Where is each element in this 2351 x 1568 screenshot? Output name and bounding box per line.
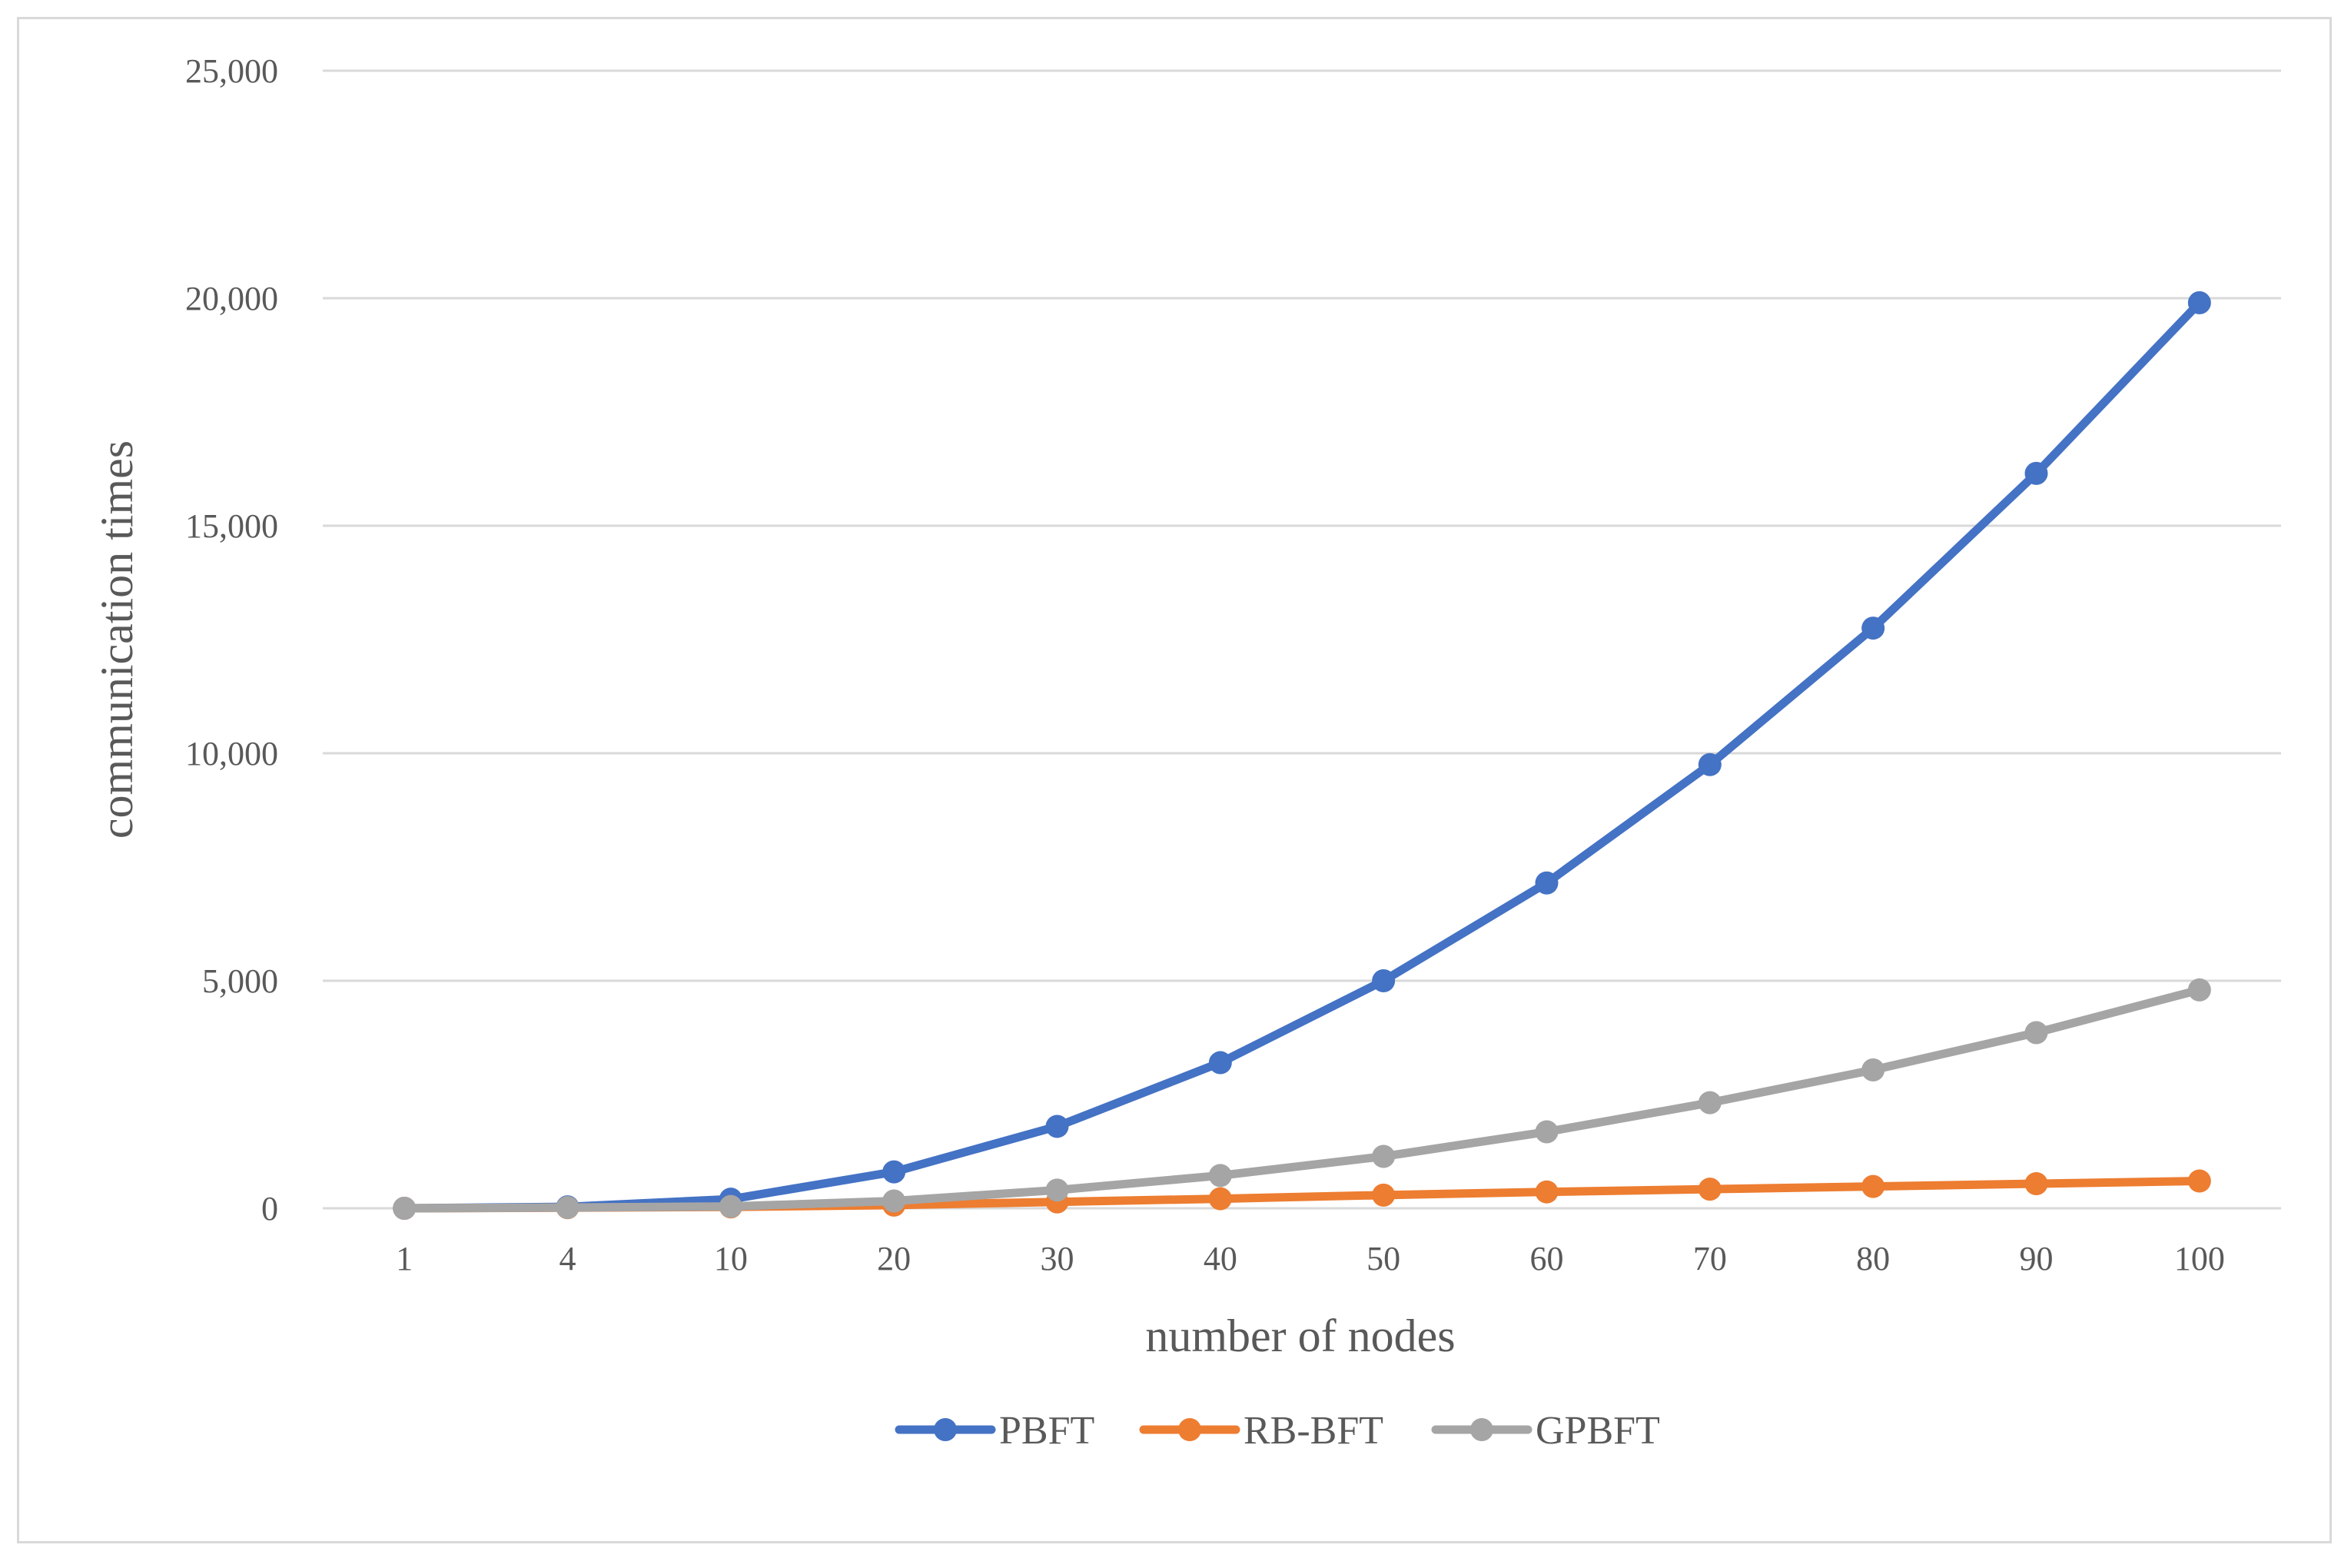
legend: PBFT RB-BFT GPBFT	[895, 1409, 1660, 1453]
series-line	[400, 985, 2204, 1213]
legend-label: PBFT	[999, 1409, 1094, 1453]
legend-item-gpbft: GPBFT	[1431, 1409, 1660, 1453]
data-point	[1861, 616, 1885, 640]
legend-marker	[1470, 1418, 1493, 1441]
legend-label: RB-BFT	[1244, 1409, 1383, 1453]
x-tick-label: 10	[714, 1240, 748, 1277]
x-tick-label: 50	[1366, 1240, 1400, 1277]
data-point	[1698, 1091, 1722, 1115]
data-point	[1861, 1058, 1885, 1082]
data-point	[1045, 1178, 1069, 1202]
y-tick-label: 0	[261, 1190, 278, 1227]
series-pbft	[393, 291, 2211, 1220]
legend-marker	[934, 1418, 957, 1441]
data-point	[2187, 291, 2211, 314]
x-tick-label: 4	[560, 1240, 576, 1277]
series-gpbft	[393, 978, 2211, 1220]
x-tick-label: 20	[877, 1240, 911, 1277]
legend-item-rb-bft: RB-BFT	[1139, 1409, 1383, 1453]
x-tick-label: 70	[1693, 1240, 1727, 1277]
series-rb-bft	[393, 1169, 2211, 1220]
x-tick-label: 40	[1204, 1240, 1237, 1277]
legend-label: GPBFT	[1536, 1409, 1660, 1453]
x-tick-label: 80	[1856, 1240, 1890, 1277]
data-point	[2187, 978, 2211, 1002]
data-point	[719, 1194, 742, 1218]
data-point	[556, 1196, 579, 1220]
legend-marker	[1178, 1418, 1201, 1441]
x-axis-ticks: 1 4 10 20 30 40 50 60 70 80 90 100	[396, 1240, 2225, 1277]
data-point	[1535, 1120, 1559, 1144]
legend-item-pbft: PBFT	[895, 1409, 1094, 1453]
data-point	[882, 1189, 906, 1213]
data-point	[1372, 1183, 1396, 1207]
data-point	[1535, 1180, 1559, 1204]
data-point	[882, 1160, 906, 1184]
y-tick-label: 15,000	[185, 507, 278, 545]
data-point	[1372, 1144, 1396, 1168]
x-tick-label: 60	[1530, 1240, 1564, 1277]
data-point	[1372, 969, 1396, 992]
data-point	[2024, 461, 2048, 485]
y-tick-label: 5,000	[202, 962, 278, 1000]
x-tick-label: 100	[2174, 1240, 2225, 1277]
data-point	[2024, 1021, 2048, 1045]
data-point	[1861, 1174, 1885, 1198]
series-line	[400, 298, 2204, 1213]
data-point	[1208, 1187, 1232, 1211]
data-point	[1045, 1115, 1069, 1138]
data-point	[1698, 752, 1722, 776]
data-point	[1208, 1051, 1232, 1075]
data-point	[2187, 1169, 2211, 1193]
data-point	[2024, 1172, 2048, 1196]
x-tick-label: 90	[2020, 1240, 2054, 1277]
data-point	[1535, 871, 1559, 895]
y-axis-title: communication times	[91, 440, 142, 839]
y-tick-label: 20,000	[185, 280, 278, 317]
chart-frame	[17, 17, 2332, 1543]
y-axis-ticks: 0 5,000 10,000 15,000 20,000 25,000	[185, 52, 278, 1227]
x-tick-label: 1	[396, 1240, 413, 1277]
data-point	[393, 1197, 417, 1220]
x-tick-label: 30	[1041, 1240, 1074, 1277]
data-point	[1208, 1164, 1232, 1188]
y-tick-label: 25,000	[185, 52, 278, 90]
x-axis-title: number of nodes	[1145, 1311, 1455, 1361]
series-lines	[393, 291, 2211, 1220]
data-point	[1698, 1178, 1722, 1201]
gridlines	[323, 69, 2281, 1210]
y-tick-label: 10,000	[185, 735, 278, 772]
